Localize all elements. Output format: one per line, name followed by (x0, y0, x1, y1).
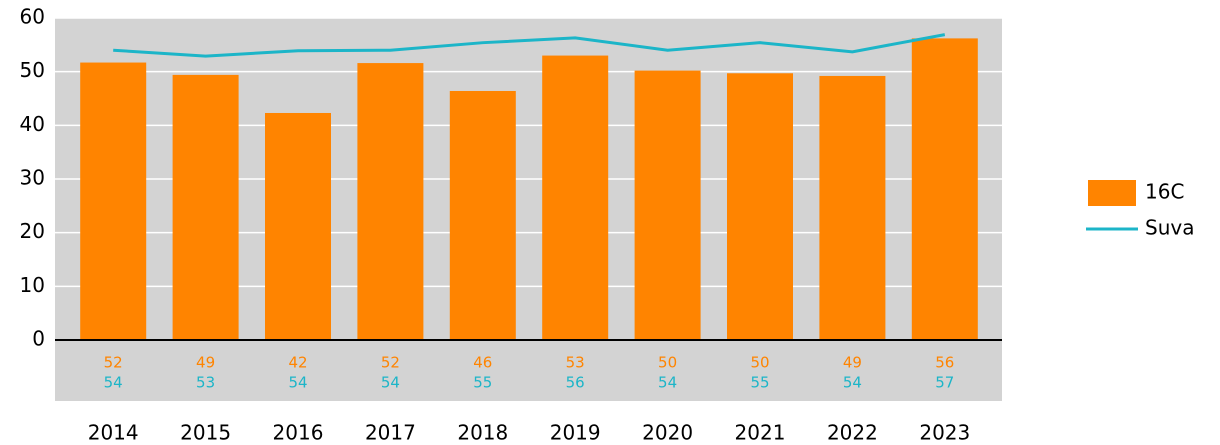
bar (265, 112, 331, 341)
y-tick-label: 50 (20, 58, 45, 82)
x-tick-label: 2022 (827, 421, 878, 445)
value-label: 42 (288, 354, 307, 372)
y-tick-label: 30 (20, 166, 45, 190)
value-label: 49 (843, 354, 862, 372)
x-tick-label: 2019 (550, 421, 601, 445)
value-label: 55 (473, 374, 492, 392)
value-label: 50 (658, 354, 677, 372)
value-label: 54 (843, 374, 862, 392)
value-label: 52 (381, 354, 400, 372)
x-tick-label: 2014 (88, 421, 139, 445)
y-tick-label: 40 (20, 112, 45, 136)
line (113, 33, 946, 58)
y-tick-label: 10 (20, 273, 45, 297)
bar (911, 38, 978, 340)
x-tick-label: 2020 (642, 421, 693, 445)
value-label: 57 (935, 374, 954, 392)
legend-swatch (1088, 180, 1136, 206)
value-label: 54 (658, 374, 677, 392)
legend-label: Suva (1145, 216, 1194, 240)
y-tick-label: 0 (32, 327, 45, 351)
bar (357, 63, 424, 341)
x-tick-label: 2021 (735, 421, 786, 445)
bar (634, 70, 701, 341)
bar (819, 75, 886, 341)
value-label: 55 (750, 374, 769, 392)
bar (80, 62, 147, 340)
legend-label: 16C (1145, 180, 1184, 204)
x-tick-label: 2023 (919, 421, 970, 445)
x-tick-label: 2018 (457, 421, 508, 445)
value-label: 56 (935, 354, 954, 372)
value-label: 50 (750, 354, 769, 372)
y-tick-label: 20 (20, 219, 45, 243)
value-label: 54 (288, 374, 307, 392)
x-tick-label: 2016 (273, 421, 324, 445)
bar (727, 73, 793, 340)
x-tick-label: 2017 (365, 421, 416, 445)
value-label: 54 (381, 374, 400, 392)
bar (172, 74, 239, 341)
x-tick-label: 2015 (180, 421, 231, 445)
bar (449, 90, 516, 340)
y-tick-label: 60 (20, 5, 45, 29)
value-label: 52 (104, 354, 123, 372)
value-label: 49 (196, 354, 215, 372)
value-label: 46 (473, 354, 492, 372)
value-label: 53 (196, 374, 215, 392)
value-label: 53 (566, 354, 585, 372)
value-label: 54 (104, 374, 123, 392)
value-label: 56 (566, 374, 585, 392)
bar (542, 55, 609, 341)
